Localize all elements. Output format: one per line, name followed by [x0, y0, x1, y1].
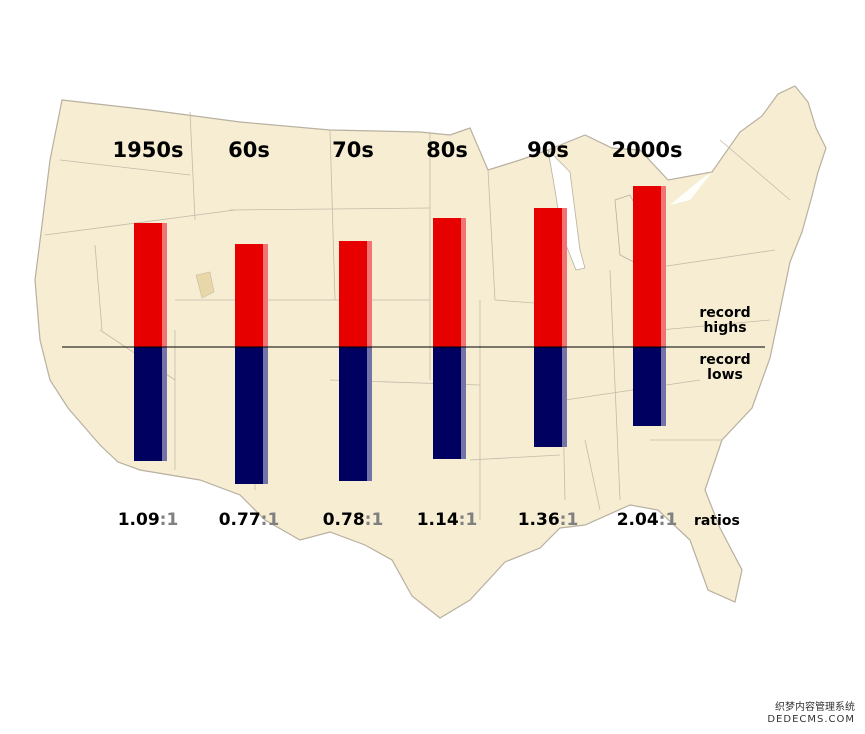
record-high-bar	[534, 208, 562, 347]
legend-lows-line2: lows	[707, 367, 743, 383]
ratio-label: 2.04:1	[592, 510, 702, 530]
ratio-suffix: :1	[364, 510, 384, 530]
record-high-bar-side	[661, 186, 666, 347]
ratio-label: 1.09:1	[93, 510, 203, 530]
record-low-bar	[433, 347, 461, 459]
record-high-bar	[339, 241, 367, 347]
decade-label: 70s	[332, 138, 374, 162]
ratio-suffix: :1	[458, 510, 478, 530]
decade-label: 90s	[527, 138, 569, 162]
record-high-bar-side	[562, 208, 567, 347]
record-low-bar-side	[661, 347, 666, 426]
record-low-bar	[534, 347, 562, 447]
watermark-line1: 织梦内容管理系统	[775, 702, 855, 713]
ratio-value: 0.77	[218, 510, 261, 530]
ratios-label: ratios	[694, 513, 740, 529]
record-high-bar-side	[367, 241, 372, 347]
record-high-bar-side	[263, 244, 268, 347]
decade-label: 1950s	[112, 138, 184, 162]
ratio-value: 1.09	[117, 510, 160, 530]
record-low-bar	[633, 347, 661, 426]
legend-record-highs: record highs	[688, 306, 762, 336]
bars-group	[134, 186, 666, 484]
record-low-bar	[134, 347, 162, 461]
ratio-suffix: :1	[260, 510, 280, 530]
record-high-bar	[633, 186, 661, 347]
record-low-bar-side	[263, 347, 268, 484]
ratio-suffix: :1	[159, 510, 179, 530]
watermark-line2: DEDECMS.COM	[767, 714, 855, 725]
record-low-bar-side	[562, 347, 567, 447]
ratio-value: 1.14	[416, 510, 459, 530]
record-high-bar	[134, 223, 162, 347]
ratio-label: 1.14:1	[392, 510, 502, 530]
record-low-bar	[235, 347, 263, 484]
record-low-bar-side	[162, 347, 167, 461]
legend-highs-line1: record	[699, 305, 751, 321]
decade-label: 80s	[426, 138, 468, 162]
ratio-suffix: :1	[658, 510, 678, 530]
ratio-suffix: :1	[559, 510, 579, 530]
ratio-label: 0.77:1	[194, 510, 304, 530]
ratio-label: 0.78:1	[298, 510, 408, 530]
ratio-value: 0.78	[322, 510, 365, 530]
record-low-bar	[339, 347, 367, 481]
record-high-bar	[433, 218, 461, 347]
legend-record-lows: record lows	[688, 353, 762, 383]
watermark: 织梦内容管理系统 DEDECMS.COM	[767, 702, 855, 726]
decade-label: 2000s	[611, 138, 683, 162]
record-low-bar-side	[367, 347, 372, 481]
record-high-bar-side	[461, 218, 466, 347]
record-high-bar-side	[162, 223, 167, 347]
ratio-value: 2.04	[616, 510, 659, 530]
ratio-value: 1.36	[517, 510, 560, 530]
record-low-bar-side	[461, 347, 466, 459]
decade-label: 60s	[228, 138, 270, 162]
legend-highs-line2: highs	[703, 320, 747, 336]
record-high-bar	[235, 244, 263, 347]
legend-lows-line1: record	[699, 352, 751, 368]
ratio-label: 1.36:1	[493, 510, 603, 530]
